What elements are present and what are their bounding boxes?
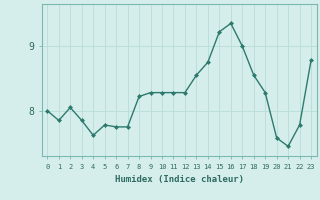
X-axis label: Humidex (Indice chaleur): Humidex (Indice chaleur) bbox=[115, 175, 244, 184]
